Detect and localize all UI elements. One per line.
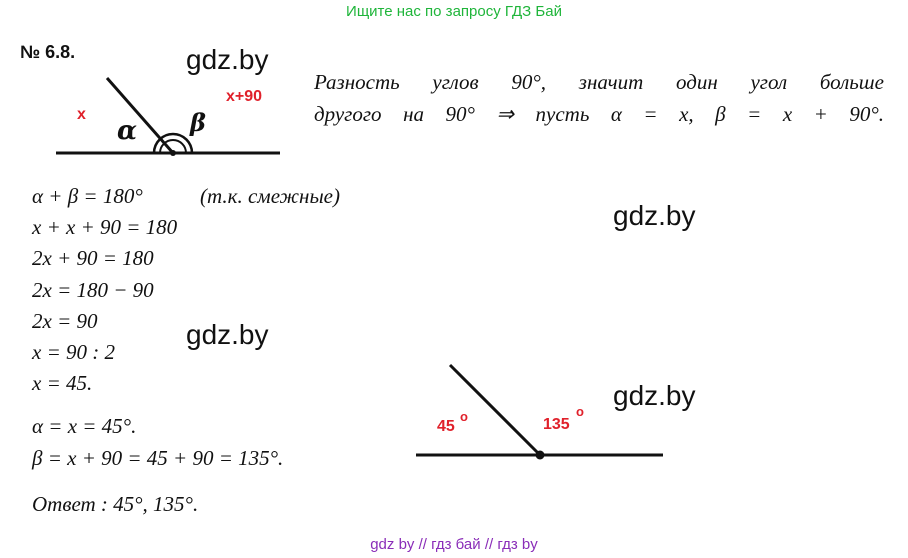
watermark: gdz.by [613, 380, 696, 411]
top-banner[interactable]: Ищите нас по запросу ГДЗ Бай [346, 3, 562, 20]
solution-line: x = 45. [32, 371, 93, 395]
watermark: gdz.by [186, 319, 269, 350]
result-alpha: α = x = 45°. [32, 414, 137, 438]
result-beta: β = x + 90 = 45 + 90 = 135°. [32, 446, 284, 470]
label-x-plus-90: x+90 [226, 88, 263, 105]
vertex-point [170, 150, 176, 156]
solution-line: x + x + 90 = 180 [32, 215, 178, 239]
solution-line: 2x = 90 [32, 309, 98, 333]
watermark: gdz.by [613, 200, 696, 231]
watermark: gdz.by [186, 44, 269, 75]
solution-note: (т.к. смежные) [200, 184, 340, 208]
solution-line: 2x + 90 = 180 [32, 246, 154, 270]
angle-arc [159, 139, 187, 154]
degree-mark: o [460, 409, 468, 424]
solution-line: x = 90 : 2 [32, 340, 115, 364]
solution-line: α + β = 180° [32, 184, 143, 208]
label-alpha: α [117, 116, 138, 146]
angle-label-135: 135 [543, 416, 570, 433]
ray-2 [448, 363, 542, 457]
label-x: x [77, 106, 86, 123]
degree-mark: o [576, 404, 584, 419]
angle-arc [152, 132, 194, 154]
solution-line: 2x = 180 − 90 [32, 278, 154, 302]
answer: Ответ : 45°, 135°. [32, 492, 199, 516]
statement-line-1: Разность углов 90°, значит один угол бол… [314, 70, 884, 94]
ray [105, 77, 175, 154]
problem-number: № 6.8. [20, 42, 76, 62]
angle-label-45: 45 [437, 418, 455, 435]
vertex-point-2 [535, 450, 545, 460]
bottom-banner[interactable]: gdz by // гдз бай // гдз by [370, 536, 538, 553]
label-beta: β [190, 108, 206, 137]
statement-line-2: другого на 90° ⇒ пусть α = x, β = x + 90… [314, 102, 884, 126]
